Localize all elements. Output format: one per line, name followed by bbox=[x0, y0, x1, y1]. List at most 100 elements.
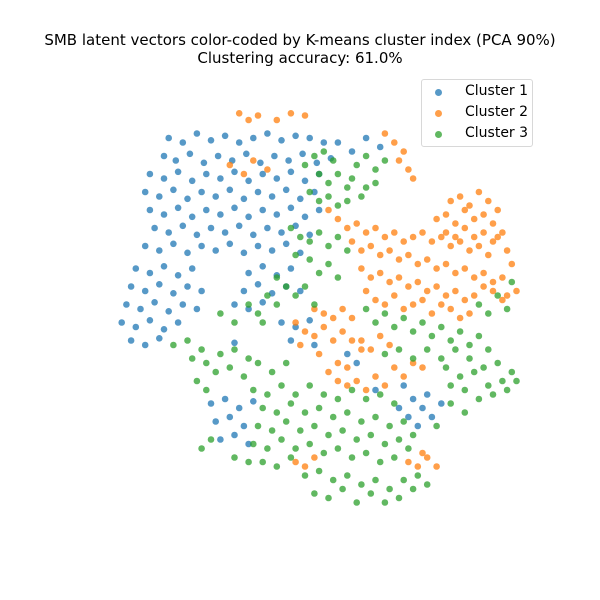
point-cluster-3-149 bbox=[447, 400, 455, 407]
point-cluster-2-0 bbox=[235, 110, 243, 117]
point-cluster-1-73 bbox=[278, 229, 285, 236]
point-cluster-1-5 bbox=[235, 139, 243, 146]
point-cluster-2-124 bbox=[353, 377, 361, 385]
point-cluster-3-117 bbox=[391, 323, 398, 331]
point-cluster-3-61 bbox=[301, 409, 309, 416]
point-cluster-3-88 bbox=[348, 454, 356, 461]
point-cluster-3-163 bbox=[207, 436, 215, 443]
point-cluster-2-98 bbox=[442, 229, 450, 236]
point-cluster-1-43 bbox=[212, 193, 219, 200]
point-cluster-1-90 bbox=[160, 263, 168, 270]
point-cluster-2-99 bbox=[452, 233, 459, 241]
point-cluster-2-125 bbox=[362, 386, 370, 394]
legend-label-cluster-2: Cluster 2 bbox=[465, 104, 529, 120]
point-cluster-3-111 bbox=[395, 494, 403, 502]
point-cluster-2-35 bbox=[358, 247, 365, 254]
point-cluster-1-98 bbox=[141, 287, 149, 295]
point-cluster-1-114 bbox=[231, 301, 238, 308]
point-cluster-1-81 bbox=[212, 247, 219, 254]
point-cluster-1-64 bbox=[151, 224, 158, 232]
point-cluster-1-7 bbox=[264, 130, 271, 137]
point-cluster-3-37 bbox=[203, 359, 210, 367]
point-cluster-2-12 bbox=[226, 161, 234, 169]
point-cluster-2-97 bbox=[503, 292, 511, 299]
point-cluster-2-37 bbox=[376, 251, 384, 259]
point-cluster-3-150 bbox=[461, 409, 469, 416]
point-cluster-1-8 bbox=[278, 137, 285, 144]
point-cluster-2-111 bbox=[358, 346, 365, 353]
point-cluster-2-80 bbox=[452, 220, 459, 227]
point-cluster-2-62 bbox=[470, 292, 478, 299]
point-cluster-2-19 bbox=[353, 220, 361, 227]
point-cluster-1-12 bbox=[160, 152, 168, 160]
point-cluster-1-69 bbox=[221, 229, 229, 236]
point-cluster-2-69 bbox=[391, 292, 398, 299]
point-cluster-3-6 bbox=[344, 247, 351, 254]
point-cluster-3-139 bbox=[485, 382, 492, 389]
point-cluster-2-48 bbox=[480, 269, 487, 277]
point-cluster-1-112 bbox=[179, 301, 187, 308]
point-cluster-2-117 bbox=[320, 310, 328, 317]
point-cluster-2-61 bbox=[461, 296, 469, 304]
point-cluster-1-21 bbox=[285, 157, 292, 164]
point-cluster-3-98 bbox=[329, 476, 337, 484]
point-cluster-3-8 bbox=[292, 251, 299, 259]
point-cluster-1-144 bbox=[400, 382, 408, 389]
point-cluster-2-86 bbox=[456, 193, 464, 200]
point-cluster-2-10 bbox=[405, 166, 412, 173]
point-cluster-3-140 bbox=[442, 364, 450, 371]
point-cluster-1-131 bbox=[207, 400, 215, 407]
legend-item-cluster-2: Cluster 2 bbox=[422, 103, 532, 123]
point-cluster-2-135 bbox=[386, 341, 393, 349]
point-cluster-3-41 bbox=[240, 373, 248, 380]
point-cluster-3-2 bbox=[306, 238, 314, 245]
point-cluster-1-66 bbox=[179, 222, 187, 230]
point-cluster-3-57 bbox=[391, 400, 398, 407]
point-cluster-1-59 bbox=[259, 206, 267, 214]
point-cluster-1-79 bbox=[184, 249, 191, 257]
point-cluster-2-83 bbox=[480, 211, 487, 218]
point-cluster-2-45 bbox=[452, 269, 459, 277]
chart-title: SMB latent vectors color-coded by K-mean… bbox=[44, 31, 556, 49]
point-cluster-1-103 bbox=[240, 287, 248, 295]
point-cluster-2-96 bbox=[513, 287, 520, 295]
point-cluster-3-31 bbox=[254, 310, 262, 317]
point-cluster-1-68 bbox=[207, 224, 215, 232]
point-cluster-3-142 bbox=[470, 368, 478, 376]
point-cluster-3-169 bbox=[372, 166, 379, 173]
point-cluster-2-128 bbox=[391, 364, 398, 371]
point-cluster-1-124 bbox=[306, 317, 314, 324]
point-cluster-3-124 bbox=[456, 328, 464, 335]
point-cluster-2-54 bbox=[395, 274, 403, 281]
point-cluster-3-122 bbox=[438, 323, 445, 331]
point-cluster-2-129 bbox=[400, 373, 408, 380]
point-cluster-2-84 bbox=[489, 220, 497, 227]
point-cluster-3-131 bbox=[423, 346, 431, 353]
point-cluster-2-126 bbox=[372, 373, 379, 380]
point-cluster-2-112 bbox=[297, 341, 304, 349]
point-cluster-3-133 bbox=[452, 346, 459, 353]
point-cluster-2-34 bbox=[348, 238, 356, 245]
point-cluster-2-76 bbox=[456, 314, 464, 322]
point-cluster-2-67 bbox=[372, 296, 379, 304]
point-cluster-1-125 bbox=[127, 337, 135, 344]
point-cluster-1-20 bbox=[271, 152, 278, 160]
point-cluster-3-34 bbox=[184, 337, 191, 344]
point-cluster-3-45 bbox=[231, 346, 238, 353]
point-cluster-1-117 bbox=[118, 319, 125, 326]
point-cluster-3-0 bbox=[287, 224, 295, 232]
point-cluster-1-100 bbox=[170, 290, 177, 297]
point-cluster-3-120 bbox=[419, 319, 426, 326]
point-cluster-3-155 bbox=[475, 301, 483, 308]
point-cluster-2-31 bbox=[466, 247, 473, 254]
point-cluster-3-14 bbox=[320, 148, 328, 155]
point-cluster-1-156 bbox=[376, 143, 384, 151]
point-cluster-2-55 bbox=[405, 283, 412, 290]
point-cluster-1-132 bbox=[221, 395, 229, 403]
point-cluster-2-47 bbox=[470, 274, 478, 281]
point-cluster-3-138 bbox=[499, 377, 506, 385]
point-cluster-2-66 bbox=[362, 287, 370, 295]
point-cluster-3-146 bbox=[489, 391, 497, 398]
point-cluster-2-39 bbox=[395, 256, 403, 263]
point-cluster-1-152 bbox=[395, 404, 403, 412]
